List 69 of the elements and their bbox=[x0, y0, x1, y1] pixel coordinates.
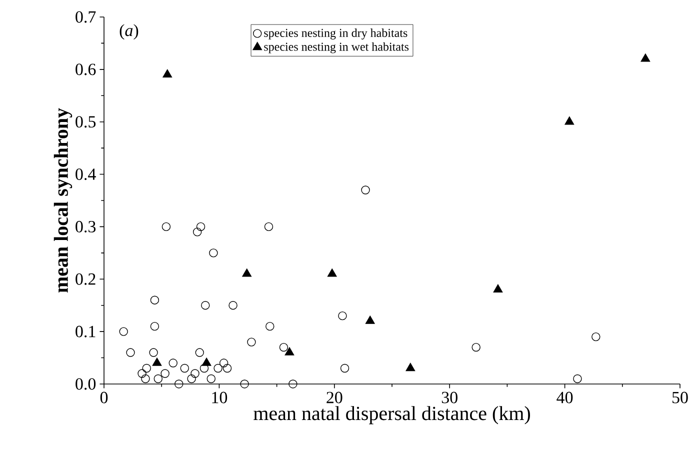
point bbox=[154, 374, 162, 384]
point bbox=[149, 348, 158, 357]
point bbox=[266, 322, 274, 331]
point bbox=[592, 332, 600, 342]
y-tick-label: 0.0 bbox=[76, 378, 96, 390]
point bbox=[247, 338, 256, 346]
point bbox=[206, 374, 216, 384]
point bbox=[160, 369, 170, 378]
point bbox=[168, 358, 178, 368]
y-tick-label: 0.7 bbox=[76, 11, 96, 23]
point bbox=[209, 248, 218, 258]
point bbox=[214, 364, 222, 373]
point bbox=[219, 358, 228, 368]
point bbox=[406, 362, 416, 372]
x-tick-label: 30 bbox=[442, 392, 458, 404]
point bbox=[284, 347, 294, 356]
y-tick-label: 0.6 bbox=[76, 64, 96, 76]
point bbox=[472, 342, 480, 352]
point bbox=[138, 369, 146, 378]
point bbox=[142, 364, 151, 373]
point bbox=[240, 380, 249, 388]
point bbox=[162, 222, 171, 232]
point bbox=[228, 300, 238, 310]
point bbox=[141, 374, 150, 384]
y-tick-label: 0.5 bbox=[76, 116, 96, 128]
point bbox=[152, 358, 162, 366]
point bbox=[162, 69, 172, 78]
point bbox=[573, 374, 582, 384]
y-tick-label: 0.4 bbox=[76, 168, 96, 180]
point bbox=[361, 186, 370, 194]
point bbox=[264, 222, 274, 232]
point bbox=[180, 364, 189, 373]
point bbox=[200, 364, 209, 373]
point bbox=[201, 300, 210, 310]
point bbox=[190, 369, 200, 378]
point bbox=[119, 327, 128, 336]
x-tick-label: 0 bbox=[100, 392, 108, 404]
y-tick-label: 0.2 bbox=[76, 273, 96, 285]
point bbox=[126, 348, 135, 357]
point bbox=[288, 380, 298, 388]
x-tick-label: 10 bbox=[212, 392, 228, 404]
x-axis-title: mean natal dispersal distance (km) bbox=[254, 406, 530, 424]
point bbox=[195, 348, 204, 357]
point bbox=[222, 364, 232, 373]
point bbox=[338, 311, 347, 320]
point bbox=[493, 284, 503, 292]
point bbox=[174, 380, 184, 388]
point bbox=[202, 358, 212, 366]
y-tick-label: 0.3 bbox=[76, 220, 96, 232]
legend-label: species nesting in dry habitats bbox=[264, 28, 408, 40]
point bbox=[564, 116, 574, 125]
y-axis-title: mean local synchrony bbox=[54, 108, 72, 293]
point bbox=[242, 268, 252, 277]
y-tick-label: 0.1 bbox=[76, 326, 96, 338]
point bbox=[192, 228, 202, 236]
point bbox=[340, 364, 350, 373]
x-tick-label: 40 bbox=[556, 392, 573, 404]
legend-label: species nesting in wet habitats bbox=[264, 42, 409, 54]
point bbox=[279, 342, 288, 352]
point bbox=[196, 222, 206, 232]
point bbox=[640, 54, 650, 62]
point bbox=[327, 268, 337, 277]
x-tick-label: 50 bbox=[672, 392, 688, 404]
point bbox=[365, 316, 375, 324]
annotation: (a) bbox=[120, 24, 138, 40]
point bbox=[187, 374, 196, 384]
x-tick-label: 20 bbox=[326, 392, 342, 404]
point bbox=[150, 322, 160, 331]
point bbox=[150, 296, 160, 304]
